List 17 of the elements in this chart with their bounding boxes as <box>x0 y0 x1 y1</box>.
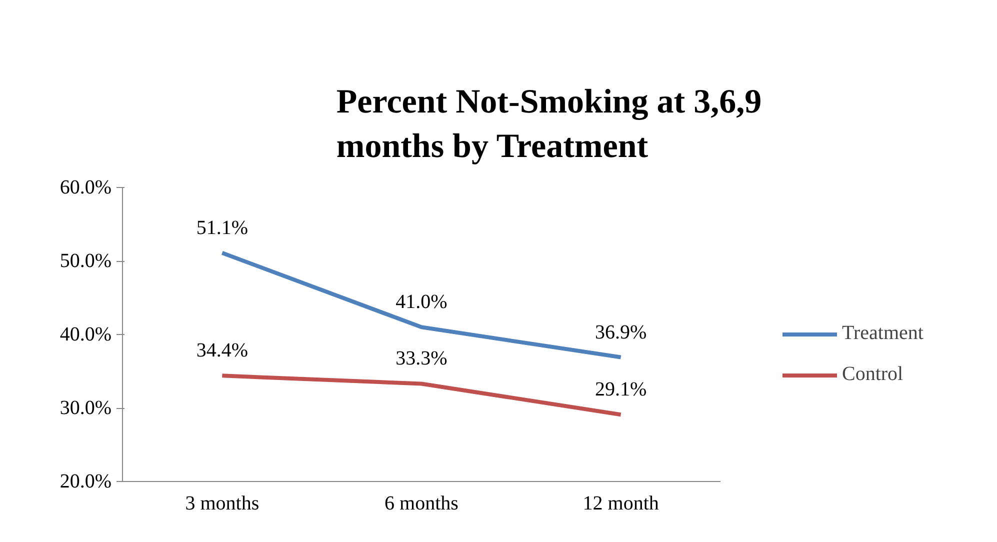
data-label: 36.9% <box>595 321 647 344</box>
data-label: 51.1% <box>196 216 248 239</box>
y-tick-label: 20.0% <box>60 470 112 492</box>
data-label: 41.0% <box>396 291 448 314</box>
x-tick-label: 6 months <box>384 492 459 514</box>
y-tick-label: 60.0% <box>60 176 112 198</box>
chart-title: Percent Not-Smoking at 3,6,9 months by Treatment <box>336 84 762 165</box>
y-tick-label: 40.0% <box>60 324 112 346</box>
legend-label: Control <box>842 363 904 386</box>
data-label: 33.3% <box>396 348 448 370</box>
y-tick-label: 50.0% <box>60 250 112 272</box>
x-tick-label: 3 months <box>185 492 260 514</box>
data-label: 29.1% <box>595 378 647 401</box>
data-label: 34.4% <box>196 340 248 362</box>
y-tick-label: 30.0% <box>60 397 112 419</box>
x-tick-label: 12 month <box>582 492 659 514</box>
legend-label: Treatment <box>842 322 924 345</box>
